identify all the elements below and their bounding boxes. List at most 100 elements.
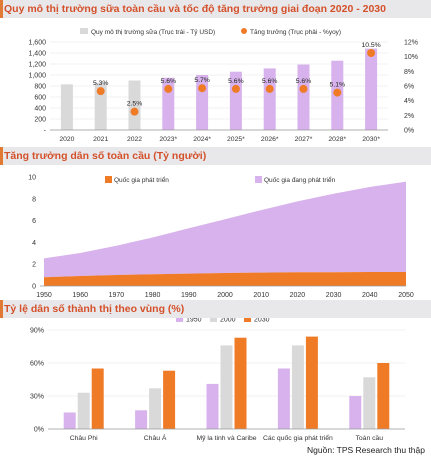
urban-bar-1950 [206,383,219,429]
x-tick-label: 1980 [145,292,161,299]
chart1-title: Quy mô thị trường sữa toàn cầu và tốc độ… [0,0,431,18]
y-right-tick-label: 10% [404,54,418,61]
legend3-swatch-2030 [244,318,251,322]
chart2-title: Tăng trưởng dân số toàn cầu (Tỷ người) [0,147,431,165]
market-size-bar [94,82,107,130]
legend2-label-developed: Quốc gia phát triển [114,175,169,184]
x-tick-label: 2021 [93,136,108,143]
market-size-bar [263,68,276,130]
legend1-swatch-bars [80,28,88,34]
x-tick-label: 2040 [362,292,378,299]
urban-ratio-chart: 1950 2000 2030 0% 30% 60% 90% Châu Phi Châu Á… [30,318,405,442]
y-left-tick-label: 800 [34,84,46,91]
x-tick-label: 2027* [295,136,313,143]
growth-point [198,84,207,93]
urban-bar-2000 [363,377,376,429]
area-developing [44,181,406,278]
y-right-tick-label: 4% [404,98,414,105]
urban-bar-2000 [220,345,233,429]
y-tick-label: 4 [32,240,36,247]
y-left-tick-label: 1,600 [28,40,46,47]
market-size-bar [297,64,310,130]
growth-data-label: 5.6% [262,78,278,85]
area-developed [44,272,406,286]
urban-bar-1950 [135,410,148,429]
growth-point [333,88,342,97]
chart2-title-accent [0,147,3,165]
growth-data-label: 5.6% [296,78,312,85]
growth-point [164,84,173,93]
x-tick-label: 2020 [290,292,306,299]
urban-bar-1950 [63,412,76,429]
x-tick-label: 2028* [328,136,346,143]
y-tick-label: 30% [30,394,44,401]
y-right-tick-label: 12% [404,40,418,47]
y-tick-label: 10 [28,175,36,182]
x-tick-label: 2010 [253,292,269,299]
market-size-bar [128,80,141,130]
growth-data-label: 5.3% [93,80,109,87]
growth-point [299,84,308,93]
legend3-swatch-1950 [176,318,183,322]
y-left-tick-label: - [44,128,47,135]
urban-bar-2030 [234,337,247,429]
x-tick-label: Các quốc gia phát triển [263,433,333,442]
source-note: Nguồn: TPS Research thu thập [307,445,425,455]
x-tick-label: 2025* [227,136,245,143]
urban-bar-1950 [277,368,290,429]
y-left-tick-label: 1,400 [28,51,46,58]
legend1-label-bars: Quy mô thị trường sữa (Trục trái - Tỷ US… [91,29,215,36]
x-tick-label: 2000 [217,292,233,299]
chart3-title: Tỷ lệ dân số thành thị theo vùng (%) [0,300,431,318]
x-tick-label: 2023* [159,136,177,143]
growth-data-label: 5.1% [330,82,346,89]
urban-bar-2000 [149,388,162,429]
growth-data-label: 5.7% [194,77,210,84]
y-right-tick-label: 6% [404,84,414,91]
x-tick-label: 1950 [36,292,52,299]
growth-point [231,84,240,93]
y-tick-label: 2 [32,262,36,269]
y-right-tick-label: 8% [404,69,414,76]
growth-data-label: 2.5% [127,101,143,108]
urban-bar-2000 [291,345,304,429]
x-tick-label: 2030* [362,136,380,143]
x-tick-label: 2050 [398,292,414,299]
y-right-tick-label: 0% [404,128,414,135]
x-tick-label: 1960 [72,292,88,299]
market-size-bar [229,71,242,130]
urban-bar-2030 [377,363,390,429]
y-left-tick-label: 200 [34,117,46,124]
x-tick-label: Châu Á [144,433,167,442]
legend3-label-2000: 2000 [220,318,236,324]
y-tick-label: 6 [32,218,36,225]
y-left-tick-label: 1,200 [28,62,46,69]
y-left-tick-label: 1,000 [28,73,46,80]
y-tick-label: 0 [32,284,36,291]
growth-point [130,107,139,116]
urban-bar-2030 [163,370,176,429]
legend1-marker-growth [241,28,247,34]
growth-data-label: 10.5% [361,42,380,49]
urban-bar-1950 [349,396,362,429]
x-tick-label: 1970 [109,292,125,299]
legend2-label-developing: Quốc gia đang phát triển [264,175,336,184]
x-tick-label: 2026* [261,136,279,143]
y-tick-label: 60% [30,361,44,368]
population-chart: Quốc gia phát triển Quốc gia đang phát t… [28,175,414,300]
x-tick-label: 2020 [59,136,74,143]
legend2-swatch-developed [105,176,112,183]
legend3-label-2030: 2030 [254,318,270,324]
chart3-title-accent [0,300,3,318]
y-tick-label: 90% [30,328,44,335]
growth-data-label: 5.6% [161,78,177,85]
x-tick-label: 2024* [193,136,211,143]
y-tick-label: 8 [32,196,36,203]
market-size-bar [365,48,378,130]
legend1-label-growth: Tăng trưởng (Trục phải - %yoy) [250,28,341,36]
y-tick-label: 0% [34,427,44,434]
x-tick-label: Châu Phi [70,435,98,442]
x-tick-label: Toàn cầu [356,433,384,442]
market-size-chart: Quy mô thị trường sữa (Trục trái - Tỷ US… [28,28,418,143]
legend3-label-1950: 1950 [186,318,202,324]
